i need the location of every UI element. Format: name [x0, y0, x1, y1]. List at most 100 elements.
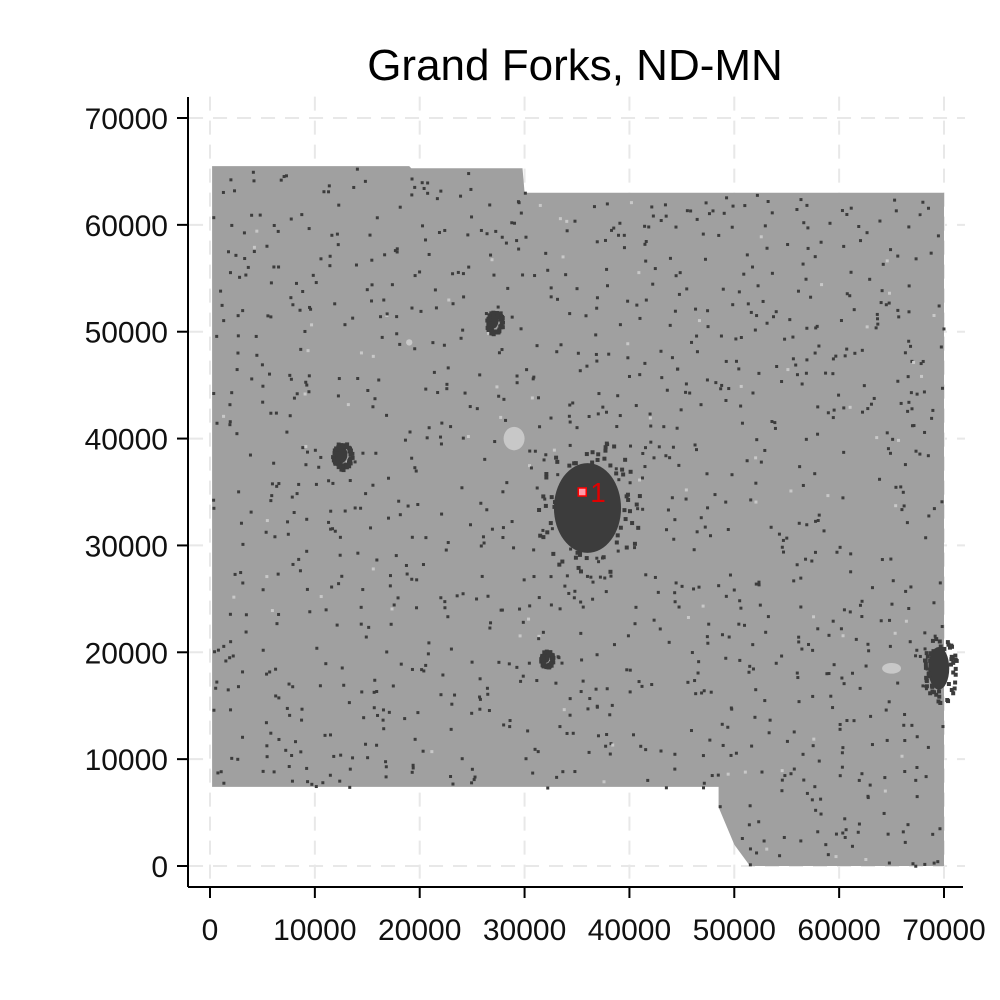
urban-pixel	[336, 462, 341, 467]
pixel	[445, 382, 449, 386]
pixel	[272, 265, 276, 269]
pixel	[817, 513, 821, 517]
urban-pixel	[953, 672, 958, 677]
pixel	[233, 572, 237, 576]
pixel	[289, 377, 293, 381]
pixel	[450, 702, 454, 706]
pixel	[842, 406, 846, 410]
pixel	[673, 518, 677, 522]
pixel	[605, 284, 609, 288]
pixel	[542, 458, 546, 462]
pixel	[626, 356, 630, 360]
pixel	[241, 670, 245, 674]
pixel	[751, 265, 755, 269]
pixel	[774, 661, 778, 665]
pixel	[304, 463, 308, 467]
pixel	[706, 641, 710, 645]
pixel	[573, 770, 577, 774]
pixel	[785, 536, 789, 540]
urban-pixel	[537, 508, 542, 513]
pixel	[841, 831, 845, 835]
pixel	[927, 514, 931, 518]
urban-pixel	[615, 533, 620, 538]
pixel	[609, 742, 613, 746]
pixel	[653, 575, 657, 579]
pixel	[783, 337, 787, 341]
pixel	[449, 425, 453, 429]
pixel	[831, 416, 835, 420]
pixel	[659, 749, 663, 753]
pixel	[791, 335, 795, 339]
pixel	[878, 477, 882, 481]
pixel	[775, 364, 779, 368]
pixel	[338, 535, 342, 539]
pixel	[229, 708, 233, 712]
pixel	[410, 577, 414, 581]
pixel	[894, 504, 898, 508]
urban-pixel	[347, 464, 352, 469]
pixel	[878, 219, 882, 223]
pixel	[813, 785, 817, 789]
pixel	[565, 219, 569, 223]
pixel	[880, 289, 884, 293]
urban-pixel	[541, 535, 546, 540]
pixel	[857, 225, 861, 229]
pixel	[649, 424, 653, 428]
pixel	[665, 528, 669, 532]
pixel	[869, 714, 873, 718]
pixel	[914, 449, 918, 453]
pixel	[926, 206, 930, 210]
pixel	[622, 246, 626, 250]
pixel	[720, 633, 724, 637]
pixel	[264, 721, 268, 725]
pixel	[287, 765, 291, 769]
urban-pixel	[937, 689, 942, 694]
pixel	[395, 247, 399, 251]
pixel	[333, 529, 337, 533]
pixel	[375, 743, 379, 747]
urban-pixel	[541, 494, 546, 499]
pixel	[441, 673, 445, 677]
pixel	[893, 631, 897, 635]
pixel	[424, 387, 428, 391]
pixel	[887, 861, 891, 865]
pixel	[472, 778, 476, 782]
pixel	[888, 644, 892, 648]
pixel	[596, 412, 600, 416]
pixel	[889, 557, 893, 561]
pixel	[834, 354, 838, 358]
pixel	[869, 402, 873, 406]
pixel	[883, 789, 887, 793]
pixel	[773, 426, 777, 430]
pixel	[896, 681, 900, 685]
pixel	[828, 221, 832, 225]
pixel	[467, 265, 471, 269]
pixel	[466, 435, 470, 439]
pixel	[817, 759, 821, 763]
pixel	[410, 535, 414, 539]
urban-pixel	[331, 455, 336, 460]
pixel	[393, 249, 397, 253]
pixel	[797, 635, 801, 639]
pixel	[277, 265, 281, 269]
pixel	[773, 421, 777, 425]
pixel	[747, 670, 751, 674]
pixel	[535, 486, 539, 490]
pixel	[307, 390, 311, 394]
pixel	[314, 482, 318, 486]
pixel	[921, 684, 925, 688]
pixel	[824, 371, 828, 375]
pixel	[269, 315, 273, 319]
pixel	[782, 550, 786, 554]
urban-pixel	[350, 451, 355, 456]
pixel	[313, 448, 317, 452]
pixel	[731, 303, 735, 307]
pixel	[794, 363, 798, 367]
pixel	[673, 752, 677, 756]
pixel	[616, 549, 620, 553]
pixel	[797, 700, 801, 704]
pixel	[269, 281, 273, 285]
pixel	[260, 363, 264, 367]
pixel	[443, 606, 447, 610]
pixel	[427, 426, 431, 430]
